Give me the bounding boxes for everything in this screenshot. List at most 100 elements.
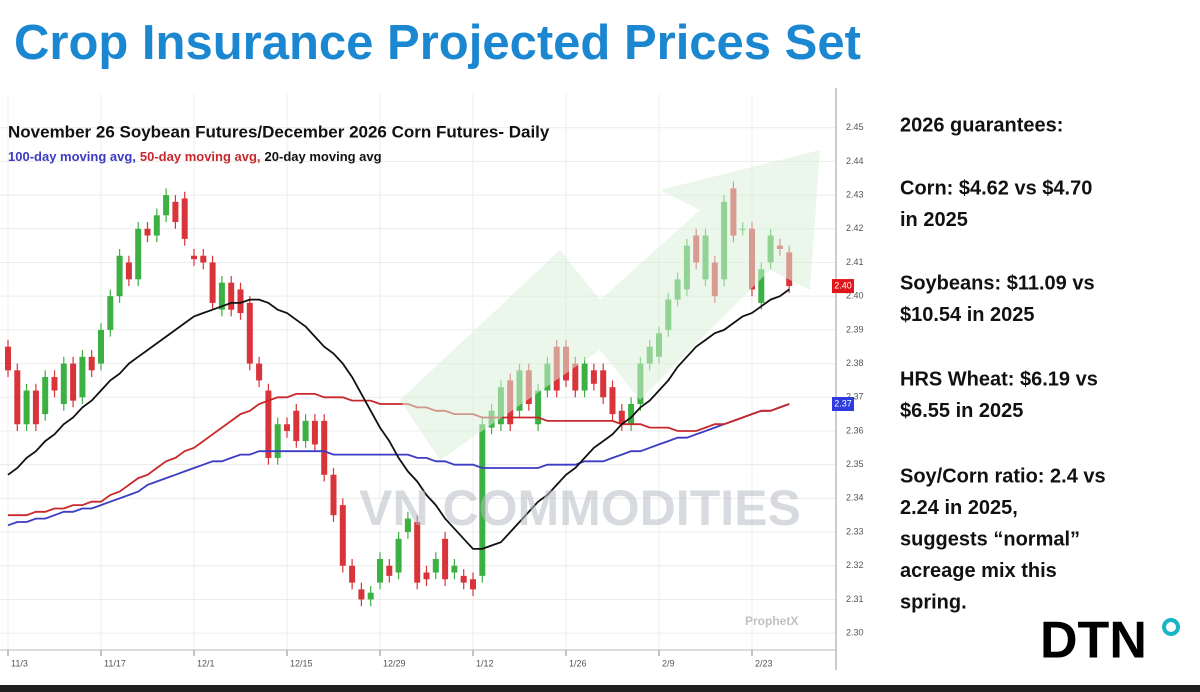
candle-body	[163, 195, 170, 216]
candle-body	[23, 390, 30, 425]
panel-line: $6.55 in 2025	[900, 400, 1023, 422]
candle-body	[628, 404, 635, 425]
y-tick-label: 2.45	[846, 122, 864, 132]
panel-line: acreage mix this	[900, 560, 1057, 582]
candle-body	[460, 575, 467, 583]
candle-body	[302, 420, 309, 442]
candle-body	[470, 579, 476, 590]
panel-heading: 2026 guarantees:	[900, 114, 1063, 136]
candle-body	[256, 363, 263, 381]
candle-body	[274, 424, 281, 458]
price-tag	[832, 397, 854, 412]
legend-entry: 100-day moving avg,	[8, 149, 136, 164]
x-tick-label: 11/3	[11, 658, 28, 668]
candle-body	[51, 377, 58, 391]
candle-body	[125, 262, 132, 280]
candle-body	[107, 296, 114, 330]
price-tag-label: 2.40	[834, 280, 852, 290]
candle-body	[377, 559, 383, 583]
candle-body	[228, 282, 235, 310]
candle-body	[414, 521, 421, 583]
logo-dot	[1162, 618, 1180, 636]
candle-body	[135, 228, 142, 280]
candle-body	[600, 370, 607, 398]
candle-body	[451, 565, 458, 573]
panel-line: HRS Wheat: $6.19 vs	[900, 368, 1098, 390]
y-tick-label: 2.34	[846, 493, 864, 503]
candle-body	[358, 589, 365, 600]
candle-body	[172, 201, 179, 223]
candle-body	[284, 424, 290, 431]
candle-body	[218, 282, 225, 310]
panel-line: in 2025	[900, 209, 968, 231]
panel-line: suggests “normal”	[900, 528, 1080, 550]
candle-body	[321, 420, 328, 475]
candle-body	[432, 559, 439, 573]
candle-body	[237, 289, 244, 314]
x-tick-label: 12/29	[383, 658, 406, 668]
y-tick-label: 2.43	[846, 189, 864, 199]
candle-body	[209, 262, 216, 303]
price-tag-label: 2.37	[834, 398, 852, 408]
candle-body	[191, 255, 197, 260]
candle-body	[442, 538, 449, 580]
legend-entry: 20-day moving avg	[265, 149, 382, 164]
candle-body	[535, 390, 542, 425]
chart-title: November 26 Soybean Futures/December 202…	[8, 122, 550, 141]
candle-body	[572, 363, 579, 391]
x-tick-label: 1/26	[569, 658, 587, 668]
slide-title: Crop Insurance Projected Prices Set	[14, 16, 861, 70]
candle-body	[618, 410, 625, 425]
candle-body	[339, 505, 346, 566]
y-tick-label: 2.40	[846, 291, 864, 301]
y-tick-label: 2.33	[846, 526, 864, 536]
candle-body	[293, 410, 300, 442]
candle-body	[98, 329, 104, 364]
panel-line: 2.24 in 2025,	[900, 497, 1018, 519]
candle-body	[479, 424, 486, 576]
candle-body	[79, 356, 86, 398]
candle-body	[153, 215, 160, 236]
y-tick-label: 2.44	[846, 156, 864, 166]
candle-body	[404, 518, 411, 533]
moving-average-line	[7, 288, 790, 550]
candle-body	[5, 346, 11, 371]
y-tick-label: 2.42	[846, 223, 864, 233]
x-tick-label: 12/1	[197, 658, 215, 668]
panel-text: Corn: $4.62 vs $4.70 in 2025 Soybeans: $11…	[900, 177, 1106, 613]
y-tick-label: 2.39	[846, 324, 864, 334]
price-tag	[832, 279, 854, 294]
panel-line: Corn: $4.62 vs $4.70	[900, 177, 1092, 199]
candle-body	[609, 387, 616, 415]
candle-body	[246, 302, 253, 364]
candle-body	[330, 474, 337, 516]
candle-body	[395, 538, 402, 573]
candle-body	[88, 356, 95, 371]
moving-average-line	[7, 403, 790, 527]
source-watermark: ProphetX	[745, 614, 798, 628]
legend: 100-day moving avg, 50-day moving avg, 20-…	[8, 149, 382, 164]
candle-body	[367, 592, 374, 600]
candle-body	[581, 363, 588, 391]
y-tick-label: 2.32	[846, 560, 864, 570]
candle-body	[423, 572, 430, 580]
panel-line: $10.54 in 2025	[900, 304, 1035, 326]
x-tick-label: 1/12	[476, 658, 494, 668]
candle-body	[32, 390, 39, 425]
candle-body	[14, 370, 21, 425]
candle-body	[386, 565, 393, 576]
candle-body	[181, 198, 188, 239]
y-tick-label: 2.35	[846, 459, 864, 469]
y-tick-label: 2.41	[846, 257, 864, 267]
candle-body	[116, 255, 123, 297]
candle-body	[70, 363, 77, 401]
candle-body	[758, 269, 765, 303]
bottom-bar	[0, 685, 1200, 692]
y-tick-label: 2.38	[846, 358, 864, 368]
candle-body	[60, 363, 67, 405]
candle-body	[311, 420, 318, 445]
watermark: VN COMMODITIES	[359, 480, 801, 536]
panel-line: spring.	[900, 591, 967, 613]
y-tick-label: 2.37	[846, 392, 864, 402]
